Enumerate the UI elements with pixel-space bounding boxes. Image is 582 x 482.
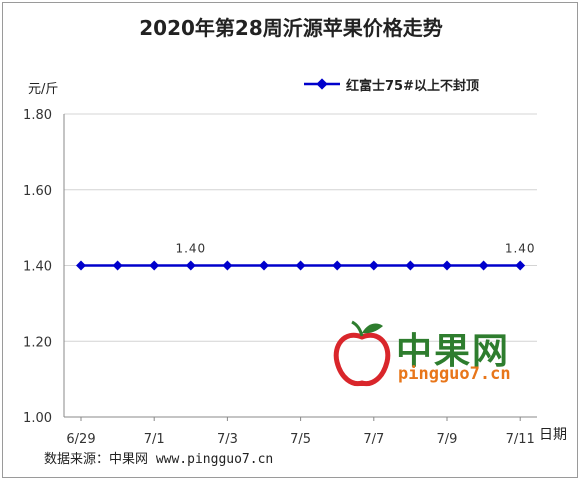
x-tick-label: 7/5 xyxy=(290,432,311,447)
data-point xyxy=(295,260,306,271)
legend-label: 红富士75#以上不封顶 xyxy=(346,79,479,94)
data-point xyxy=(222,260,233,271)
x-tick-label: 7/9 xyxy=(437,432,458,447)
legend-marker-icon xyxy=(304,78,340,90)
x-tick-label: 7/1 xyxy=(144,432,165,447)
x-tick-label: 7/11 xyxy=(506,432,535,447)
y-tick-label: 1.40 xyxy=(23,260,52,275)
data-point xyxy=(259,260,269,271)
y-tick-label: 1.80 xyxy=(23,108,52,123)
data-point xyxy=(149,260,160,271)
watermark-url: pingguo7.cn xyxy=(398,364,511,384)
watermark-brand: 中果网 xyxy=(396,331,511,372)
y-tick-label: 1.60 xyxy=(23,184,52,199)
data-label: 1.40 xyxy=(505,242,536,256)
y-tick-label: 1.20 xyxy=(23,335,52,350)
y-axis-unit: 元/斤 xyxy=(28,82,59,97)
y-tick-label: 1.00 xyxy=(23,411,52,426)
x-tick-label: 6/29 xyxy=(66,432,95,447)
x-tick-label: 7/3 xyxy=(217,432,238,447)
x-axis-title: 日期 xyxy=(539,427,567,443)
data-point xyxy=(185,260,196,271)
data-point xyxy=(515,260,526,271)
apple-logo-icon xyxy=(333,320,391,387)
chart-title: 2020年第28周沂源苹果价格走势 xyxy=(139,16,443,40)
data-point xyxy=(478,260,489,271)
data-point xyxy=(405,260,416,271)
data-point xyxy=(76,260,86,271)
data-point xyxy=(332,260,343,271)
data-label: 1.40 xyxy=(175,242,206,256)
legend: 红富士75#以上不封顶 xyxy=(302,74,538,94)
chart-frame xyxy=(2,2,578,478)
source-note: 数据来源：中果网 www.pingguo7.cn xyxy=(44,452,274,467)
data-point xyxy=(112,260,123,271)
x-tick-label: 7/7 xyxy=(363,432,384,447)
data-point xyxy=(442,260,452,271)
data-point xyxy=(368,260,379,271)
